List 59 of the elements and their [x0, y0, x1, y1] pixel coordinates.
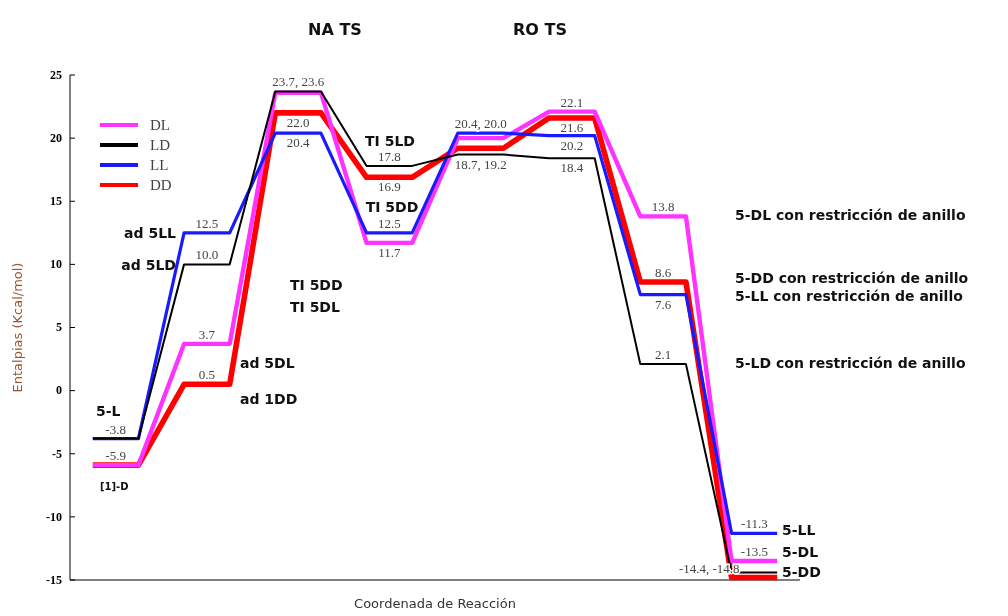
data-label: -3.8: [105, 421, 126, 437]
data-label: -11.3: [741, 516, 768, 532]
annotation: 5-DL: [782, 544, 819, 560]
data-label: 20.2: [560, 137, 584, 153]
data-label: 0.5: [198, 367, 215, 383]
data-label: 11.7: [378, 244, 401, 260]
legend-label: DD: [150, 177, 172, 193]
data-label: 7.6: [655, 296, 672, 312]
y-tick-label: 0: [56, 383, 62, 398]
y-tick-label: -15: [46, 572, 62, 587]
y-axis-title: Entalpias (Kcal/mol): [10, 262, 25, 393]
data-label: -13.5: [740, 544, 768, 560]
data-label: 2.1: [655, 347, 672, 363]
annotation: 5-L: [96, 403, 121, 419]
data-label: 13.8: [651, 199, 675, 215]
legend-label: LD: [150, 137, 171, 153]
data-label: 12.5: [378, 215, 401, 231]
annotation: TI 5LD: [365, 133, 415, 149]
y-tick-label: 15: [50, 194, 62, 209]
data-label: 16.9: [378, 179, 401, 195]
annotation: 5-LL con restricción de anillo: [735, 288, 964, 304]
data-label: 22.1: [560, 94, 584, 110]
y-tick-label: 25: [50, 67, 62, 82]
data-label: 20.4: [286, 135, 310, 151]
data-label: 23.7, 23.6: [272, 74, 325, 90]
y-tick-label: 20: [50, 130, 62, 145]
annotation: TI 5DL: [290, 299, 340, 315]
annotation: ad 5LD: [121, 257, 176, 273]
y-tick-label: 10: [50, 257, 62, 272]
data-label: 10.0: [195, 247, 219, 263]
annotation: [1]-D: [100, 481, 129, 492]
annotation: TI 5DD: [365, 199, 419, 215]
data-label: 20.4, 20.0: [454, 116, 507, 132]
text: RO TS: [513, 20, 567, 39]
data-label: 17.8: [378, 148, 401, 164]
data-label: 18.4: [560, 160, 584, 176]
annotation: TI 5DD: [290, 277, 343, 293]
x-axis-title: Coordenada de Reacción: [354, 596, 516, 611]
data-label: 22.0: [286, 114, 310, 130]
legend-label: LL: [150, 157, 169, 173]
annotation: 5-DL con restricción de anillo: [735, 207, 966, 223]
annotation: 5-LL: [782, 522, 816, 538]
data-label: 3.7: [198, 326, 216, 342]
annotation: 5-DD con restricción de anillo: [735, 270, 969, 286]
annotation: ad 5LL: [124, 225, 177, 241]
legend-label: DL: [150, 117, 170, 133]
data-label: -5.9: [105, 448, 126, 464]
data-label: 12.5: [195, 215, 219, 231]
data-label: 8.6: [655, 265, 672, 281]
data-label: 21.6: [560, 119, 584, 135]
annotation: 5-LD con restricción de anillo: [735, 355, 966, 371]
y-tick-label: 5: [56, 320, 62, 335]
y-tick-label: -10: [46, 509, 62, 524]
annotation: ad 5DL: [240, 355, 295, 371]
data-label: 18.7, 19.2: [454, 156, 507, 172]
text: NA TS: [308, 20, 362, 39]
annotation: 5-DD: [782, 564, 821, 580]
annotation: ad 1DD: [240, 391, 298, 407]
y-tick-label: -5: [52, 446, 62, 461]
